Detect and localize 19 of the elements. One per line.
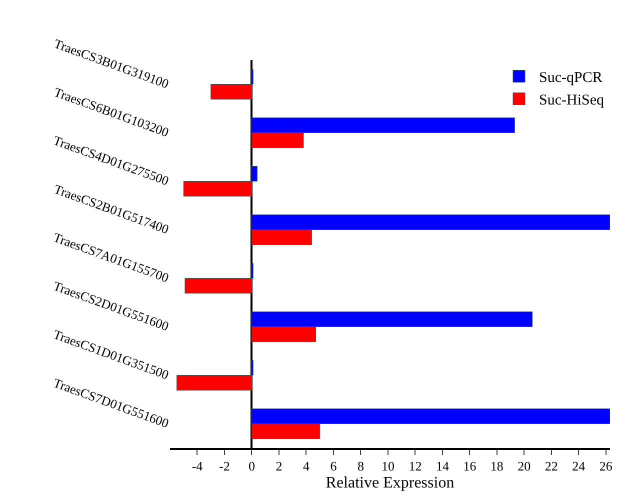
x-tick-label: 24 [572,458,586,474]
x-tick-label: 16 [463,458,477,474]
x-tick-label: -4 [192,458,204,474]
legend-label: Suc-HiSeq [539,92,604,109]
x-axis-title: Relative Expression [326,474,454,492]
x-tick-label: 22 [544,458,558,474]
x-tick-label: 8 [357,458,364,474]
x-tick-label: 12 [408,458,422,474]
x-tick-label: 14 [436,458,450,474]
x-tick-label: 26 [599,458,613,474]
legend-label: Suc-qPCR [539,70,602,86]
x-tick-label: 10 [381,458,394,474]
x-tick-label: 18 [490,458,504,474]
x-tick-label: 20 [518,458,531,474]
x-tick-label: 6 [330,458,338,474]
x-tick-label: 0 [248,458,255,474]
x-tick-label: 4 [302,458,310,474]
x-tick-label: -2 [219,458,230,474]
x-tick-label: 2 [276,458,282,474]
